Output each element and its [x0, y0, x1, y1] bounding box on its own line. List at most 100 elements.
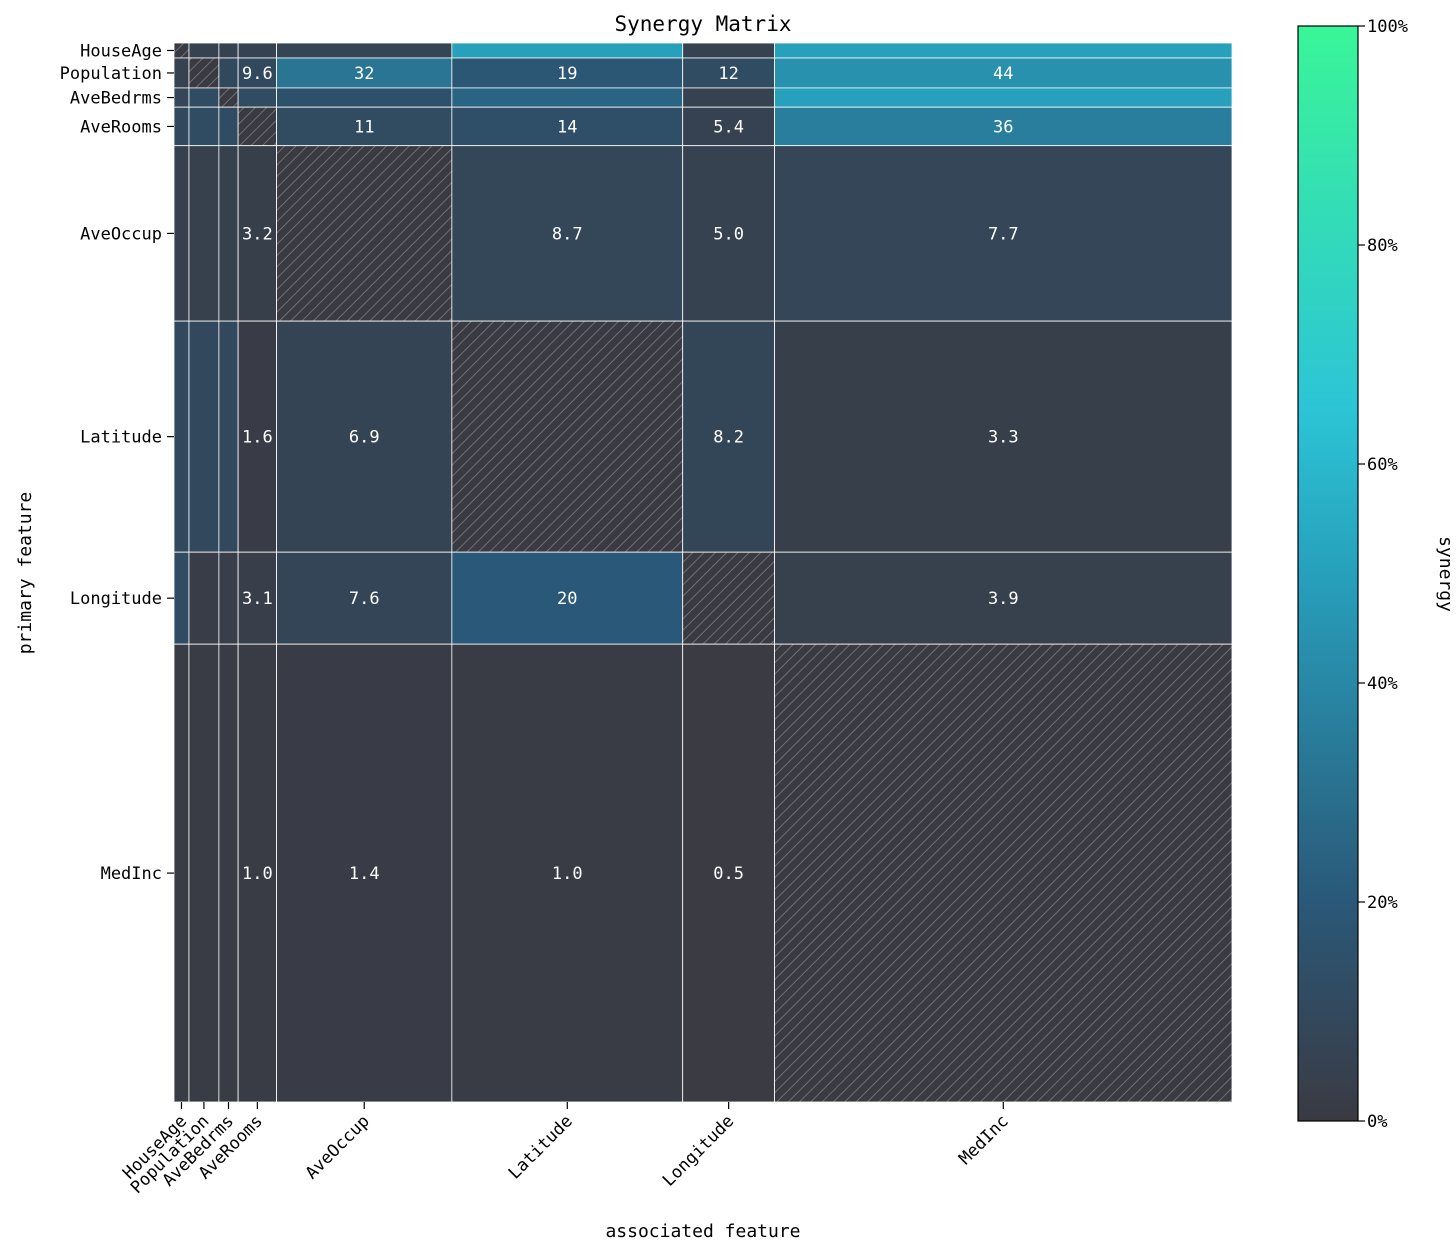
cell-value-label: 44	[993, 64, 1013, 84]
heatmap-cell	[237, 320, 277, 553]
x-tick-label: Latitude	[505, 1111, 577, 1183]
heatmap-cell	[451, 42, 684, 59]
heatmap-cell	[276, 320, 453, 553]
heatmap-cell	[173, 87, 190, 108]
y-tick-label: AveBedrms	[70, 89, 162, 109]
heatmap-cell-diagonal	[276, 145, 453, 322]
heatmap-cell	[173, 320, 190, 553]
heatmap-cell	[218, 42, 239, 59]
heatmap-cell	[218, 57, 239, 89]
heatmap-cell	[451, 551, 684, 645]
heatmap-cell	[774, 551, 1233, 645]
heatmap-cell	[237, 551, 277, 645]
colorbar-tick-label: 80%	[1367, 236, 1398, 256]
chart-title: Synergy Matrix	[614, 12, 791, 36]
heatmap-cell	[276, 551, 453, 645]
heatmap-cell	[682, 320, 776, 553]
cell-value-label: 20	[557, 589, 577, 609]
cell-value-label: 19	[557, 64, 577, 84]
cell-value-label: 32	[354, 64, 374, 84]
heatmap-cell	[237, 87, 277, 108]
heatmap-cell-diagonal	[173, 42, 190, 59]
heatmap-cell	[451, 57, 684, 89]
heatmap-cell	[774, 42, 1233, 59]
heatmap-cell	[682, 106, 776, 147]
heatmap-cell	[276, 42, 453, 59]
colorbar: 0% 20% 40% 60% 80% 100% synergy	[1297, 17, 1456, 1132]
y-tick-label: Population	[60, 64, 162, 84]
heatmap-cell	[188, 106, 220, 147]
colorbar-label: synergy	[1435, 536, 1456, 612]
heatmap-cell	[173, 145, 190, 322]
colorbar-tick-label: 20%	[1367, 893, 1398, 913]
heatmap-cell	[774, 87, 1233, 108]
cell-value-label: 1.0	[242, 864, 273, 884]
heatmap-cell	[682, 145, 776, 322]
heatmap-cell	[188, 551, 220, 645]
heatmap-cell	[682, 42, 776, 59]
heatmap-cell	[682, 87, 776, 108]
y-axis-label: primary feature	[15, 492, 36, 655]
cell-value-label: 9.6	[242, 64, 273, 84]
heatmap-cell	[173, 551, 190, 645]
cell-value-label: 1.4	[349, 864, 380, 884]
heatmap-cell	[237, 42, 277, 59]
cell-value-label: 7.7	[988, 224, 1019, 244]
y-tick-label: AveOccup	[80, 224, 162, 244]
cell-value-label: 36	[993, 117, 1013, 137]
heatmap-cell	[173, 643, 190, 1103]
y-tick-label: MedInc	[101, 864, 162, 884]
cell-value-label: 5.4	[713, 117, 744, 137]
heatmap-cell	[218, 106, 239, 147]
cell-value-label: 3.9	[988, 589, 1019, 609]
heatmap-cell-diagonal	[774, 643, 1233, 1103]
heatmap-cell	[276, 643, 453, 1103]
heatmap-cell	[276, 106, 453, 147]
cell-value-label: 14	[557, 117, 577, 137]
colorbar-tick-label: 60%	[1367, 455, 1398, 475]
heatmap-cell	[218, 551, 239, 645]
heatmap-cell	[188, 320, 220, 553]
heatmap-cell-diagonal	[451, 320, 684, 553]
heatmap-cell	[451, 87, 684, 108]
heatmap-cells	[173, 42, 1233, 1103]
heatmap-cell-labels: 9.6 32 19 12 44 11 14 5.4 36 3.2 8.7 5.0 7.7 1.6 6.9 8.…	[242, 64, 1019, 884]
heatmap-cell-diagonal	[188, 57, 220, 89]
y-tick-label: Longitude	[70, 589, 162, 609]
cell-value-label: 3.2	[242, 224, 273, 244]
cell-value-label: 0.5	[713, 864, 744, 884]
colorbar-tick-label: 40%	[1367, 674, 1398, 694]
heatmap-cell	[682, 643, 776, 1103]
y-tick-label: HouseAge	[80, 41, 162, 61]
x-tick-label: MedInc	[955, 1111, 1013, 1169]
x-tick-label: Longitude	[659, 1111, 738, 1190]
cell-value-label: 1.6	[242, 428, 273, 448]
cell-value-label: 12	[718, 64, 738, 84]
cell-value-label: 3.3	[988, 428, 1019, 448]
cell-value-label: 8.2	[713, 428, 744, 448]
colorbar-tick-label: 100%	[1367, 17, 1408, 37]
x-tick-label: AveOccup	[302, 1111, 374, 1183]
heatmap-cell-diagonal	[218, 87, 239, 108]
cell-value-label: 3.1	[242, 589, 273, 609]
heatmap-cell	[237, 643, 277, 1103]
cell-value-label: 1.0	[552, 864, 583, 884]
heatmap-cell	[218, 145, 239, 322]
cell-value-label: 6.9	[349, 428, 380, 448]
heatmap-cell	[276, 57, 453, 89]
cell-value-label: 7.6	[349, 589, 380, 609]
heatmap-cell	[276, 87, 453, 108]
x-axis-label: associated feature	[605, 1221, 800, 1242]
heatmap-cell	[188, 87, 220, 108]
heatmap-cell	[237, 145, 277, 322]
heatmap-cell-diagonal	[682, 551, 776, 645]
heatmap-cell	[218, 643, 239, 1103]
cell-value-label: 5.0	[713, 224, 744, 244]
colorbar-tick-label: 0%	[1367, 1112, 1387, 1132]
y-tick-label: AveRooms	[80, 117, 162, 137]
heatmap-cell	[774, 145, 1233, 322]
y-axis-ticks: HouseAge Population AveBedrms AveRooms AveOc…	[60, 41, 174, 884]
heatmap-cell	[173, 106, 190, 147]
